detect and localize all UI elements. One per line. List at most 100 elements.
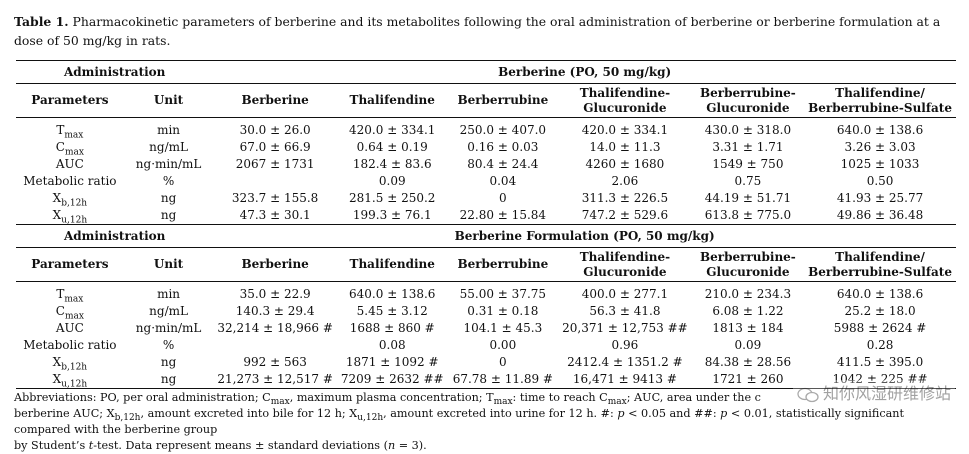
value-cell: 210.0 ± 234.3 <box>704 287 792 301</box>
value-cell: 5.45 ± 3.12 <box>356 304 428 318</box>
col-berb-glucuronide: Berberrubine- Glucuronide <box>691 247 805 282</box>
value-cell <box>213 173 337 190</box>
value-cell <box>213 337 337 354</box>
value-cell: 25.2 ± 18.0 <box>844 304 916 318</box>
table-row: Xu,12h ng 47.3 ± 30.1 199.3 ± 76.1 22.80… <box>16 207 956 225</box>
value-cell: 2.06 <box>611 174 639 188</box>
value-cell: 199.3 ± 76.1 <box>336 207 448 225</box>
table-row: AUC ng·min/mL 2067 ± 1731 182.4 ± 83.6 8… <box>16 156 956 173</box>
col-berberrubine: Berberrubine <box>447 247 559 282</box>
value-cell: 21,273 ± 12,517 # <box>213 371 337 389</box>
value-cell: 1721 ± 260 <box>691 371 805 389</box>
col-thalifendine: Thalifendine <box>336 83 448 118</box>
value-cell: 3.31 ± 1.71 <box>712 140 784 154</box>
value-cell: 311.3 ± 226.5 <box>581 191 669 205</box>
value-cell: 640.0 ± 138.6 <box>836 123 924 137</box>
value-cell: 41.93 ± 25.77 <box>836 191 924 205</box>
section1-admin-row: Administration Berberine (PO, 50 mg/kg) <box>16 60 956 84</box>
col-parameters: Parameters <box>16 83 124 118</box>
value-cell: 47.3 ± 30.1 <box>213 207 337 225</box>
unit-cell: min <box>157 287 181 301</box>
value-cell: 281.5 ± 250.2 <box>349 191 436 205</box>
table-row: Metabolic ratio % 0.08 0.00 0.96 0.09 0.… <box>16 337 956 354</box>
watermark-text: 知你风湿研维修站 <box>822 384 951 403</box>
value-cell: 420.0 ± 334.1 <box>581 123 669 137</box>
value-cell: 323.7 ± 155.8 <box>231 191 319 205</box>
value-cell: 992 ± 563 <box>243 355 307 369</box>
value-cell: 0.50 <box>866 174 894 188</box>
param-tmax: Tmax <box>56 123 84 141</box>
value-cell: 0.00 <box>489 338 517 352</box>
col-berberine: Berberine <box>213 83 337 118</box>
value-cell: 0.75 <box>734 174 762 188</box>
table-row: AUC ng·min/mL 32,214 ± 18,966 # 1688 ± 8… <box>16 320 956 337</box>
param-cmax: Cmax <box>55 304 84 322</box>
unit-cell: ng·min/mL <box>135 157 202 171</box>
value-cell: 411.5 ± 395.0 <box>836 355 924 369</box>
col-thal-glucuronide: Thalifendine- Glucuronide <box>558 83 692 118</box>
table-row: Xu,12h ng 21,273 ± 12,517 # 7209 ± 2632 … <box>16 371 956 389</box>
value-cell: 250.0 ± 407.0 <box>459 123 547 137</box>
value-cell: 14.0 ± 11.3 <box>589 140 661 154</box>
value-cell: 0.09 <box>734 338 762 352</box>
admin-label: Administration <box>16 60 214 84</box>
value-cell: 0 <box>499 355 507 369</box>
value-cell: 640.0 ± 138.6 <box>836 287 924 301</box>
param-ratio: Metabolic ratio <box>23 338 117 352</box>
value-cell: 0.04 <box>489 174 517 188</box>
value-cell: 140.3 ± 29.4 <box>235 304 315 318</box>
col-berberine: Berberine <box>213 247 337 282</box>
param-ratio: Metabolic ratio <box>23 174 117 188</box>
wechat-icon <box>797 387 819 402</box>
value-cell: 0.28 <box>866 338 894 352</box>
value-cell: 1688 ± 860 # <box>349 321 435 335</box>
value-cell: 32,214 ± 18,966 # <box>217 321 333 335</box>
param-xu: Xu,12h <box>16 207 124 225</box>
param-auc: AUC <box>55 157 84 171</box>
value-cell: 0.96 <box>611 338 639 352</box>
unit-cell: ng <box>123 371 214 389</box>
col-berberrubine: Berberrubine <box>447 83 559 118</box>
watermark: 知你风湿研维修站 <box>792 380 955 404</box>
value-cell: 4260 ± 1680 <box>585 157 665 171</box>
value-cell: 56.3 ± 41.8 <box>589 304 661 318</box>
param-xb: Xb,12h <box>52 191 88 209</box>
value-cell: 0.64 ± 0.19 <box>356 140 428 154</box>
unit-cell: % <box>162 174 175 188</box>
param-xu: Xu,12h <box>16 371 124 389</box>
value-cell: 35.0 ± 22.9 <box>239 287 311 301</box>
value-cell: 22.80 ± 15.84 <box>447 207 559 225</box>
param-xb: Xb,12h <box>52 355 88 373</box>
table-row: Cmax ng/mL 67.0 ± 66.9 0.64 ± 0.19 0.16 … <box>16 139 956 157</box>
unit-cell: ng <box>123 207 214 225</box>
value-cell: 2412.4 ± 1351.2 # <box>567 355 683 369</box>
value-cell: 16,471 ± 9413 # <box>558 371 692 389</box>
value-cell: 400.0 ± 277.1 <box>581 287 669 301</box>
value-cell: 30.0 ± 26.0 <box>239 123 311 137</box>
table-row: Tmax min 35.0 ± 22.9 640.0 ± 138.6 55.00… <box>16 282 956 304</box>
col-parameters: Parameters <box>16 247 124 282</box>
value-cell: 0.16 ± 0.03 <box>467 140 539 154</box>
section2-header-row: Parameters Unit Berberine Thalifendine B… <box>16 247 956 282</box>
section2-admin-row: Administration Berberine Formulation (PO… <box>16 224 956 248</box>
value-cell: 80.4 ± 24.4 <box>467 157 539 171</box>
value-cell: 7209 ± 2632 ## <box>336 371 448 389</box>
value-cell: 3.26 ± 3.03 <box>844 140 916 154</box>
table-row: Xb,12h ng 323.7 ± 155.8 281.5 ± 250.2 0 … <box>16 190 956 209</box>
col-unit: Unit <box>123 83 214 118</box>
value-cell: 44.19 ± 51.71 <box>704 191 792 205</box>
value-cell: 20,371 ± 12,753 ## <box>562 321 688 335</box>
value-cell: 1042 ± 225 ## <box>804 371 956 389</box>
value-cell: 1813 ± 184 <box>712 321 784 335</box>
param-tmax: Tmax <box>56 287 84 305</box>
caption-text: Pharmacokinetic parameters of berberine … <box>14 14 941 48</box>
admin-value: Berberine Formulation (PO, 50 mg/kg) <box>213 224 956 248</box>
col-thal-glucuronide: Thalifendine- Glucuronide <box>558 247 692 282</box>
unit-cell: ng <box>160 191 177 205</box>
value-cell: 747.2 ± 529.6 <box>558 207 692 225</box>
unit-cell: ng <box>160 355 177 369</box>
table-label: Table 1. <box>14 14 69 29</box>
section1-header-row: Parameters Unit Berberine Thalifendine B… <box>16 83 956 118</box>
value-cell: 0 <box>499 191 507 205</box>
unit-cell: % <box>162 338 175 352</box>
